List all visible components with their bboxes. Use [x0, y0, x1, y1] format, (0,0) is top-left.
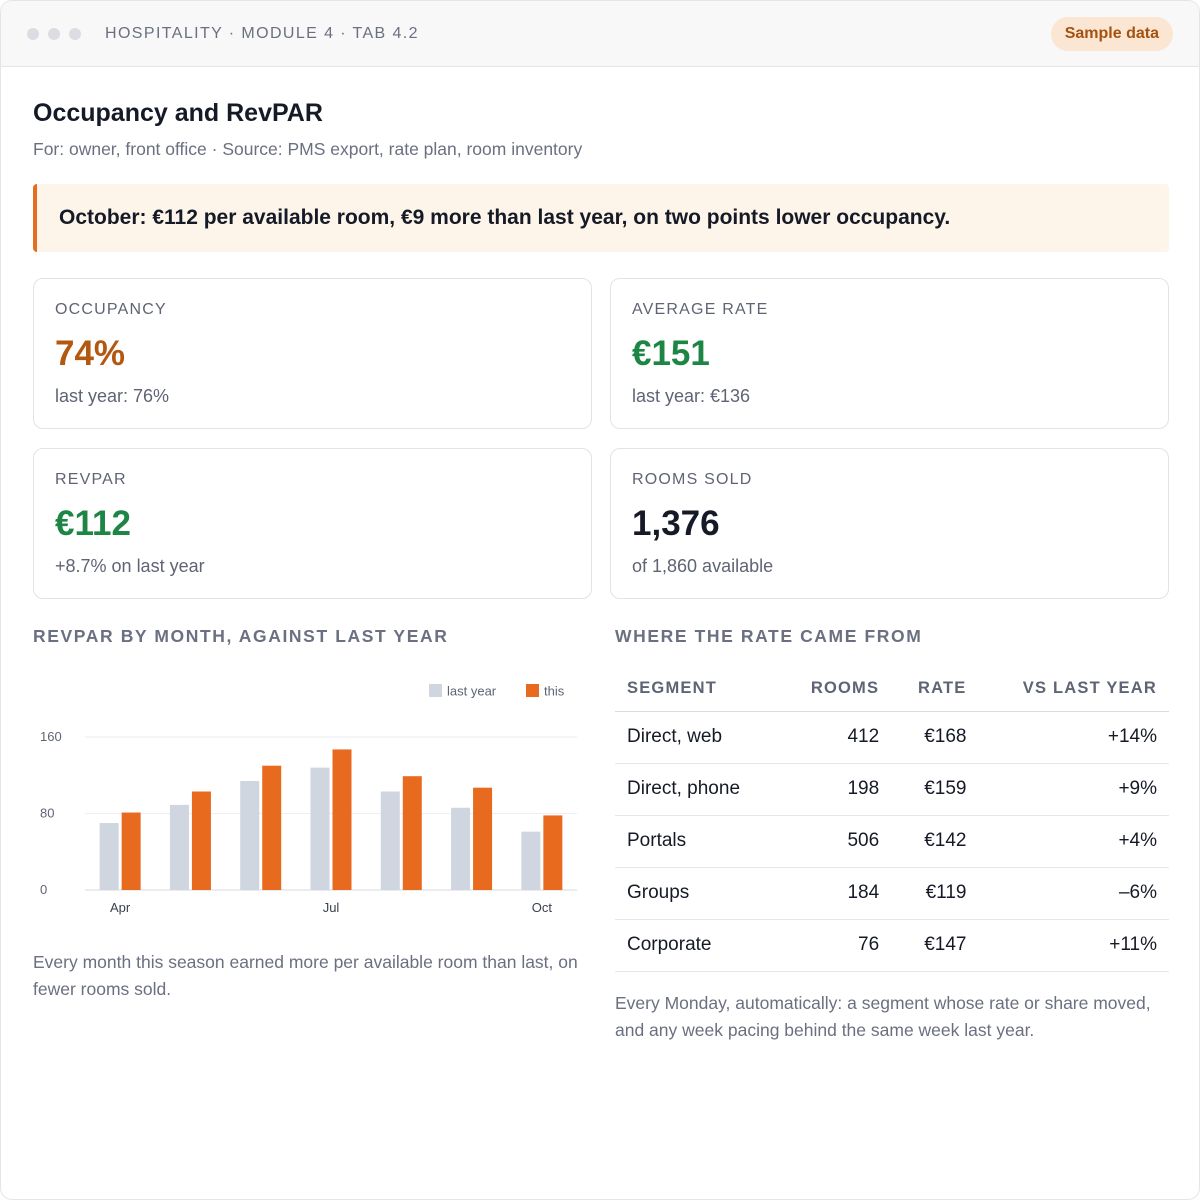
kpi-card-revpar: REVPAR €112 +8.7% on last year: [33, 448, 592, 599]
kpi-note: last year: 76%: [55, 386, 170, 406]
window-controls: [27, 27, 81, 40]
headline-callout: October: €112 per available room, €9 mor…: [33, 184, 1169, 252]
bar-last-year-may: [169, 804, 189, 890]
y-tick-label: 160: [40, 729, 62, 744]
chart-section-title: REVPAR BY MONTH, AGAINST LAST YEAR: [33, 626, 449, 646]
y-tick-label: 0: [40, 882, 47, 897]
bar-this-sep: [473, 787, 493, 890]
kpi-card-rooms-sold: ROOMS SOLD 1,376 of 1,860 available: [610, 448, 1169, 599]
bar-last-year-oct: [521, 831, 541, 890]
bar-last-year-jul: [310, 767, 330, 890]
legend-swatch: [429, 684, 442, 697]
legend-label: this: [544, 684, 565, 699]
cell-segment: Corporate: [615, 919, 780, 972]
revpar-chart: 0 80 160 Apr Jul Oct last year this: [33, 672, 581, 917]
column-header-segment: SEGMENT: [615, 667, 780, 712]
kpi-value: 1,376: [632, 504, 720, 543]
table-header-row: SEGMENT ROOMS RATE VS LAST YEAR: [615, 667, 1169, 712]
kpi-label: ROOMS SOLD: [632, 471, 753, 488]
x-tick-label: Apr: [110, 900, 131, 915]
breadcrumb: HOSPITALITY · MODULE 4 · TAB 4.2: [105, 24, 419, 42]
kpi-label: REVPAR: [55, 471, 127, 488]
bar-this-aug: [402, 776, 422, 890]
table-caption: Every Monday, automatically: a segment w…: [615, 993, 1151, 1040]
page-title: Occupancy and RevPAR: [33, 99, 323, 127]
bar-this-oct: [543, 815, 563, 890]
cell-segment: Groups: [615, 867, 780, 920]
table-section-title: WHERE THE RATE CAME FROM: [615, 626, 923, 646]
minimize-window-dot[interactable]: [48, 27, 60, 40]
cell-segment: Portals: [615, 815, 780, 868]
revpar-chart-svg: 0 80 160 Apr Jul Oct last year this: [40, 684, 577, 915]
y-tick-label: 80: [40, 806, 54, 821]
bar-last-year-apr: [99, 823, 119, 890]
cell-rooms: 184: [779, 867, 892, 920]
segment-table: SEGMENT ROOMS RATE VS LAST YEAR Direct, …: [615, 667, 1169, 972]
cell-rate: €159: [891, 763, 979, 816]
kpi-note: of 1,860 available: [632, 556, 774, 576]
table-row: Direct, web 412 €168 +14%: [615, 711, 1169, 764]
column-header-rooms: ROOMS: [779, 667, 892, 712]
cell-rate: €142: [891, 815, 979, 868]
x-tick-label: Jul: [323, 900, 340, 915]
kpi-note: +8.7% on last year: [55, 556, 205, 576]
cell-rooms: 76: [779, 919, 892, 972]
page-subtitle: For: owner, front office · Source: PMS e…: [33, 139, 583, 159]
legend-label: last year: [447, 684, 497, 699]
kpi-label: OCCUPANCY: [55, 301, 167, 318]
cell-segment: Direct, web: [615, 711, 780, 764]
kpi-note: last year: €136: [632, 386, 751, 406]
cell-rooms: 412: [779, 711, 892, 764]
kpi-label: AVERAGE RATE: [632, 301, 769, 318]
cell-vs-last-year: +4%: [978, 815, 1169, 868]
cell-rate: €119: [891, 867, 979, 920]
kpi-value: €112: [55, 504, 131, 543]
bar-last-year-sep: [451, 807, 471, 890]
title-bar: HOSPITALITY · MODULE 4 · TAB 4.2 Sample …: [1, 1, 1199, 67]
cell-vs-last-year: +9%: [978, 763, 1169, 816]
table-row: Groups 184 €119 –6%: [615, 867, 1169, 920]
bar-last-year-jun: [240, 780, 260, 890]
bar-this-may: [191, 791, 211, 890]
cell-segment: Direct, phone: [615, 763, 780, 816]
sample-data-badge: Sample data: [1050, 17, 1173, 51]
cell-rooms: 506: [779, 815, 892, 868]
table-row: Portals 506 €142 +4%: [615, 815, 1169, 868]
chart-caption: Every month this season earned more per …: [33, 952, 578, 999]
cell-rooms: 198: [779, 763, 892, 816]
cell-rate: €147: [891, 919, 979, 972]
bar-this-jul: [332, 749, 352, 890]
table-row: Direct, phone 198 €159 +9%: [615, 763, 1169, 816]
kpi-value: €151: [632, 334, 710, 373]
kpi-card-occupancy: OCCUPANCY 74% last year: 76%: [33, 278, 592, 429]
x-tick-label: Oct: [532, 900, 553, 915]
cell-vs-last-year: +14%: [978, 711, 1169, 764]
bar-last-year-aug: [380, 791, 400, 890]
close-window-dot[interactable]: [27, 27, 39, 40]
maximize-window-dot[interactable]: [69, 27, 81, 40]
cell-rate: €168: [891, 711, 979, 764]
kpi-card-average-rate: AVERAGE RATE €151 last year: €136: [610, 278, 1169, 429]
kpi-value: 74%: [55, 334, 126, 373]
bar-this-apr: [121, 812, 141, 890]
legend-swatch: [526, 684, 539, 697]
table-row: Corporate 76 €147 +11%: [615, 919, 1169, 972]
column-header-rate: RATE: [891, 667, 979, 712]
column-header-vs-last-year: VS LAST YEAR: [978, 667, 1169, 712]
cell-vs-last-year: –6%: [978, 867, 1169, 920]
cell-vs-last-year: +11%: [978, 919, 1169, 972]
bar-this-jun: [262, 765, 282, 890]
table-body: Direct, web 412 €168 +14% Direct, phone 198 €1…: [615, 711, 1169, 972]
